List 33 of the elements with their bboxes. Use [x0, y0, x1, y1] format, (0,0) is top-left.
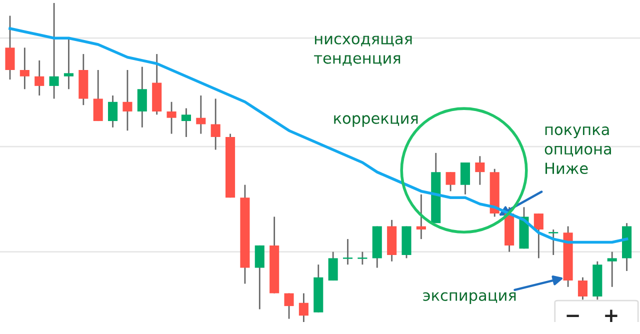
candlestick — [342, 238, 353, 266]
annotation: + — [605, 310, 618, 322]
annotation: нисходящая тенденция — [314, 36, 412, 66]
candlestick — [254, 244, 264, 310]
candlestick — [49, 3, 59, 100]
candlestick — [475, 155, 485, 186]
candlestick — [578, 276, 588, 300]
candlestick — [416, 194, 426, 240]
candlestick — [328, 251, 338, 282]
annotation: коррекция — [334, 115, 418, 127]
candlestick — [446, 171, 456, 192]
candlestick — [548, 228, 558, 256]
candlestick — [607, 251, 617, 288]
annotation: экспирация — [423, 292, 516, 304]
candlestick — [298, 292, 308, 322]
candlestick — [210, 98, 220, 150]
candlestick — [93, 69, 103, 122]
candlestick — [108, 94, 118, 128]
candlestick — [181, 108, 191, 138]
annotation: − — [566, 314, 579, 318]
candlestick — [166, 101, 176, 134]
candlestick — [460, 162, 470, 196]
candlestick — [5, 15, 15, 80]
candlestick — [196, 94, 206, 134]
candlestick — [34, 60, 44, 96]
annotation: покупка опциона Ниже — [544, 126, 611, 174]
candlestick — [122, 69, 132, 132]
candlestick — [284, 292, 294, 320]
candlestick — [534, 212, 544, 259]
candlestick — [358, 251, 368, 266]
candlestick — [20, 46, 30, 90]
candlestick — [137, 66, 147, 128]
candlestick — [64, 37, 74, 90]
